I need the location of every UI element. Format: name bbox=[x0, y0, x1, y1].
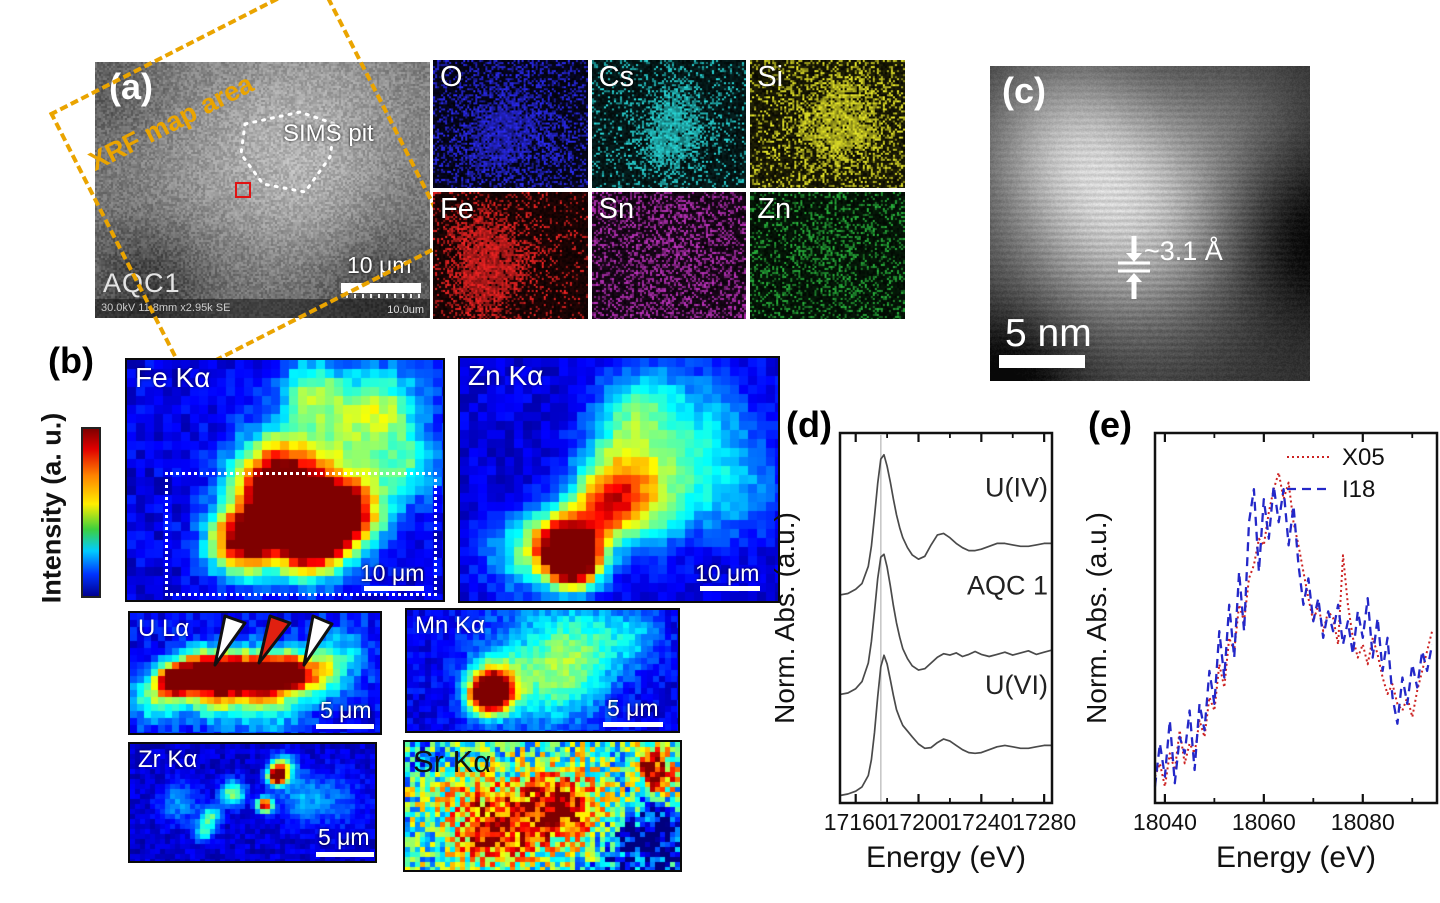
xrf-ZnKa-scalebar-label: 10 μm bbox=[695, 560, 760, 586]
svg-text:18080: 18080 bbox=[1331, 809, 1395, 835]
eds-map-Zn-image bbox=[750, 191, 905, 320]
xanes-chart-panel-d: (d) U(IV) AQC 1 U(VI) 17160 17200 17240 17280 E… bbox=[769, 400, 1128, 890]
xrf-map-ZnKa-label: Zn Kα bbox=[468, 360, 544, 391]
xrf-map-SrKa-image bbox=[405, 742, 680, 870]
xanes-chart-panel-e: (e) 18040 18060 18080 Energy (eV) Norm. Abs.… bbox=[1081, 400, 1440, 890]
sem-metadata-bar: 30.0kV 11.8mm x2.95k SE 10.0um bbox=[95, 294, 430, 318]
eds-map-Si-label: Si bbox=[757, 61, 784, 93]
panel-a-label: (a) bbox=[109, 66, 153, 107]
svg-text:Energy (eV): Energy (eV) bbox=[1216, 841, 1376, 874]
svg-text:17200: 17200 bbox=[887, 809, 951, 835]
sem-metadata-text: 30.0kV 11.8mm x2.95k SE bbox=[101, 302, 231, 314]
lattice-spacing-label: ~3.1 Å bbox=[1144, 236, 1223, 266]
eds-map-O-image bbox=[433, 60, 588, 188]
eds-map-Zn: Zn bbox=[750, 191, 905, 320]
eds-map-Cs-image bbox=[591, 60, 747, 188]
xrf-map-SrKa: Sr Kα bbox=[403, 740, 682, 872]
svg-text:Energy (eV): Energy (eV) bbox=[866, 841, 1026, 874]
svg-text:Norm. Abs. (a.u.): Norm. Abs. (a.u.) bbox=[770, 512, 800, 724]
xrf-ULa-scalebar-label: 5 μm bbox=[320, 697, 372, 723]
xrf-ZrKa-scalebar bbox=[316, 852, 374, 857]
xrf-map-ULa: U Lα 5 μm bbox=[128, 611, 382, 735]
svg-text:17280: 17280 bbox=[1012, 809, 1076, 835]
eds-map-Si-image bbox=[750, 60, 905, 188]
svg-text:I18: I18 bbox=[1342, 476, 1375, 503]
panel-b-label: (b) bbox=[48, 340, 94, 381]
eds-map-Sn-label: Sn bbox=[598, 192, 635, 225]
xrf-ZrKa-scalebar-label: 5 μm bbox=[318, 824, 370, 850]
xrf-map-ULa-label: U Lα bbox=[138, 615, 190, 642]
xrf-ULa-scalebar bbox=[316, 724, 374, 729]
eds-map-O: O bbox=[433, 60, 588, 188]
tem-scalebar bbox=[999, 355, 1085, 368]
svg-text:X05: X05 bbox=[1342, 444, 1385, 471]
svg-text:AQC 1: AQC 1 bbox=[967, 571, 1048, 601]
xrf-map-ZnKa-image bbox=[460, 358, 778, 601]
xrf-map-MnKa-image bbox=[407, 610, 678, 731]
svg-text:U(IV): U(IV) bbox=[985, 473, 1048, 503]
eds-map-Sn-image bbox=[591, 191, 747, 320]
sem-metadata-scale: 10.0um bbox=[387, 304, 424, 316]
xrf-map-ZnKa: Zn Kα 10 μm bbox=[458, 356, 780, 603]
tem-scalebar-label: 5 nm bbox=[1005, 312, 1092, 355]
sem-image-panel: (a) SIMS pit 10 μm AQC1 30.0kV 11.8mm x2… bbox=[95, 62, 430, 318]
sem-image bbox=[95, 62, 430, 318]
xrf-FeKa-scalebar-label: 10 μm bbox=[360, 560, 425, 586]
xrf-map-MnKa: Mn Kα 5 μm bbox=[405, 608, 680, 733]
xrf-MnKa-scalebar-label: 5 μm bbox=[607, 695, 659, 721]
svg-text:17240: 17240 bbox=[949, 809, 1013, 835]
sims-pit-outline bbox=[239, 110, 337, 194]
eds-map-Cs: Cs bbox=[591, 60, 747, 188]
eds-map-grid: O Cs Si Fe Sn Zn bbox=[433, 60, 905, 320]
svg-text:17160: 17160 bbox=[824, 809, 888, 835]
tem-image-panel: (c) ~3.1 Å 5 nm bbox=[990, 66, 1310, 381]
sem-scalebar bbox=[341, 283, 421, 293]
eds-map-Fe-image bbox=[433, 191, 588, 320]
intensity-colorbar-title: Intensity (a. u.) bbox=[36, 412, 67, 604]
xrf-map-ULa-image bbox=[130, 613, 380, 733]
xrf-map-ZrKa: Zr Kα 5 μm bbox=[128, 742, 377, 863]
lattice-spacing-arrows bbox=[1118, 236, 1150, 299]
sem-micro-ruler bbox=[346, 294, 422, 298]
panel-e-label: (e) bbox=[1088, 404, 1132, 445]
svg-text:U(VI): U(VI) bbox=[985, 670, 1048, 700]
panel-c-label: (c) bbox=[1002, 70, 1046, 111]
xrf-map-ZrKa-image bbox=[130, 744, 375, 861]
xrf-map-MnKa-label: Mn Kα bbox=[415, 612, 485, 639]
xrf-map-FeKa-image bbox=[127, 360, 443, 600]
xrf-map-SrKa-label: Sr Kα bbox=[413, 744, 492, 779]
eds-map-Sn: Sn bbox=[591, 191, 747, 320]
eds-map-Zn-label: Zn bbox=[757, 192, 792, 225]
eds-map-Cs-label: Cs bbox=[598, 61, 635, 93]
tem-image bbox=[990, 66, 1310, 381]
xrf-map-FeKa: Fe Kα 10 μm bbox=[125, 358, 445, 602]
eds-map-Fe-label: Fe bbox=[440, 192, 474, 225]
panel-d-label: (d) bbox=[786, 404, 832, 445]
sem-scalebar-label: 10 μm bbox=[347, 252, 412, 278]
eds-map-Si: Si bbox=[750, 60, 905, 188]
svg-text:18060: 18060 bbox=[1232, 809, 1296, 835]
eds-map-O-label: O bbox=[440, 61, 463, 93]
xrf-map-ZrKa-label: Zr Kα bbox=[138, 746, 198, 773]
sims-pit-label: SIMS pit bbox=[283, 120, 374, 147]
intensity-colorbar bbox=[81, 427, 101, 598]
eds-map-Fe: Fe bbox=[433, 191, 588, 320]
xanes-chart-e: 18040 18060 18080 Energy (eV) Norm. Abs. (a.… bbox=[1081, 431, 1439, 874]
hotspot-arrows bbox=[213, 614, 334, 667]
xrf-map-FeKa-label: Fe Kα bbox=[135, 362, 211, 393]
xrf-MnKa-scalebar bbox=[603, 722, 663, 727]
xrf-FeKa-scalebar bbox=[364, 586, 424, 591]
xrf-ZnKa-scalebar bbox=[700, 586, 760, 591]
sample-id-label: AQC1 bbox=[103, 268, 181, 298]
xrf-subregion-outline bbox=[165, 472, 437, 596]
svg-text:18040: 18040 bbox=[1133, 809, 1197, 835]
svg-text:Norm. Abs. (a.u.): Norm. Abs. (a.u.) bbox=[1082, 512, 1112, 724]
analysis-spot-marker bbox=[235, 182, 251, 198]
